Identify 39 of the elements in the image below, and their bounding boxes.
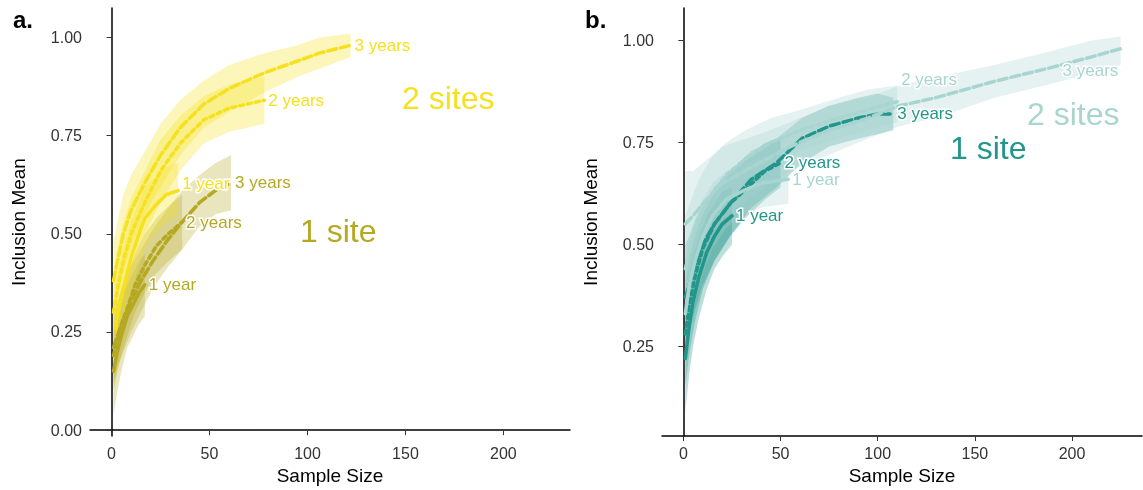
x-tick-label: 200 bbox=[1058, 444, 1085, 462]
chart-title: b. bbox=[584, 5, 606, 33]
y-tick-label: 1.00 bbox=[50, 28, 83, 46]
annotation: 2 sites bbox=[1026, 96, 1119, 132]
chart-title: a. bbox=[13, 5, 34, 33]
series-label: 3 years bbox=[235, 173, 291, 193]
y-axis-title: Inclusion Mean bbox=[579, 158, 601, 286]
series-label: 2 years bbox=[186, 212, 242, 232]
y-tick-label: 0.25 bbox=[622, 337, 654, 355]
series-label: 3 years bbox=[354, 35, 411, 55]
x-tick-label: 50 bbox=[771, 444, 790, 462]
series-label: 2 years bbox=[784, 153, 840, 173]
x-tick-label: 0 bbox=[107, 444, 117, 462]
series-label: 1 year bbox=[182, 174, 230, 194]
x-tick-label: 50 bbox=[200, 444, 219, 462]
series-label: 1 year bbox=[148, 275, 197, 295]
x-tick-label: 200 bbox=[490, 444, 517, 462]
x-tick-label: 100 bbox=[863, 444, 891, 462]
x-axis-title: Sample Size bbox=[276, 465, 384, 486]
y-tick-label: 0.75 bbox=[50, 127, 83, 145]
series-label: 2 years bbox=[900, 70, 957, 90]
series-label: 3 years bbox=[896, 104, 953, 124]
x-tick-label: 150 bbox=[392, 444, 419, 462]
y-tick-label: 0.25 bbox=[50, 323, 83, 341]
y-tick-label: 0.00 bbox=[50, 421, 83, 439]
annotation: 2 sites bbox=[402, 80, 495, 116]
x-tick-label: 100 bbox=[294, 444, 321, 462]
x-axis-title: Sample Size bbox=[848, 465, 955, 486]
x-tick-label: 0 bbox=[678, 444, 688, 462]
y-tick-label: 1.00 bbox=[622, 32, 654, 50]
x-tick-label: 150 bbox=[961, 444, 988, 462]
series-label: 1 year bbox=[735, 206, 784, 226]
y-axis-title: Inclusion Mean bbox=[8, 158, 29, 286]
series-label: 2 years bbox=[268, 90, 325, 110]
y-tick-label: 0.50 bbox=[50, 225, 83, 243]
annotation: 1 site bbox=[949, 130, 1026, 166]
annotation: 1 site bbox=[300, 213, 377, 249]
y-tick-label: 0.75 bbox=[622, 134, 654, 152]
y-tick-label: 0.50 bbox=[622, 235, 654, 253]
